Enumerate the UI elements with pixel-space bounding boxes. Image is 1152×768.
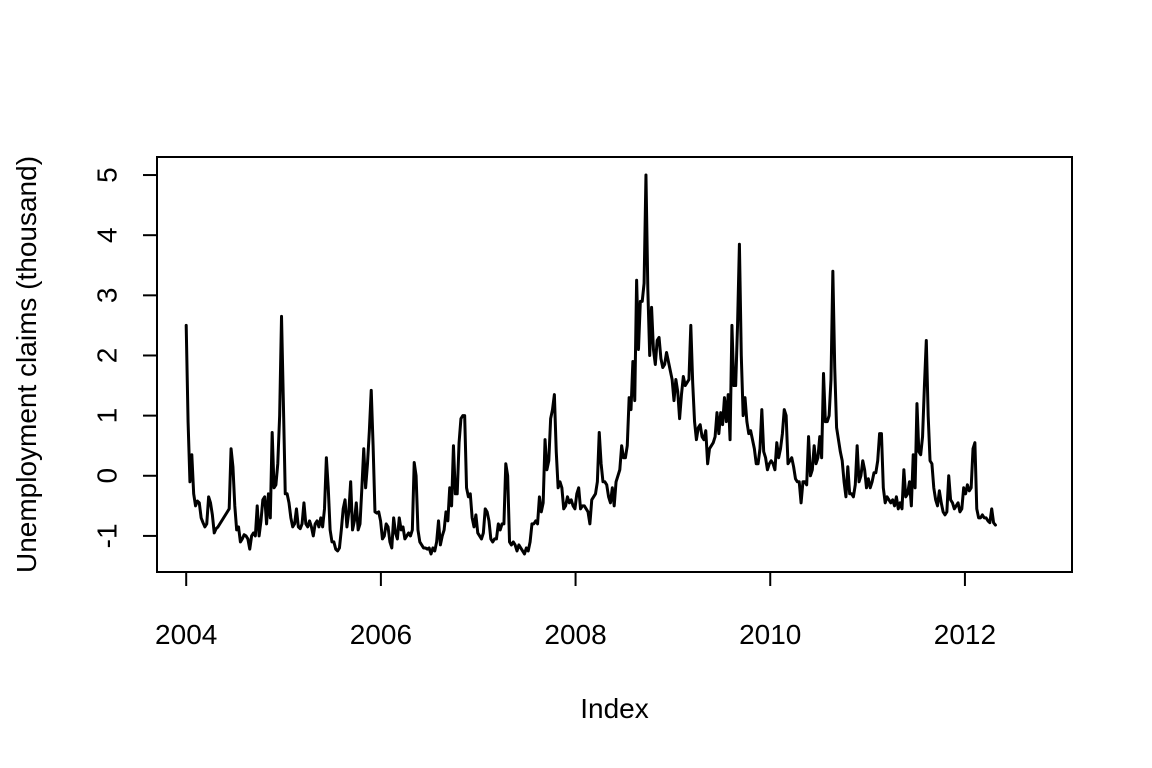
y-tick-label: -1	[91, 523, 122, 548]
x-tick-label: 2006	[350, 619, 412, 650]
x-tick-label: 2004	[155, 619, 217, 650]
y-tick-label: 3	[91, 288, 122, 304]
series-line	[184, 173, 997, 556]
x-axis: 2004 2006 2008 2010 2012	[155, 571, 996, 650]
y-axis: -1 0 1 2 3 4 5	[91, 167, 158, 548]
x-tick-label: 2010	[739, 619, 801, 650]
x-tick-label: 2008	[544, 619, 606, 650]
x-tick-label: 2012	[934, 619, 996, 650]
y-tick-label: 5	[91, 167, 122, 183]
y-tick-label: 4	[91, 227, 122, 243]
y-tick-label: 1	[91, 408, 122, 424]
y-tick-label: 0	[91, 468, 122, 484]
x-axis-label: Index	[580, 693, 649, 724]
y-axis-label: Unemployment claims (thousand)	[11, 156, 42, 573]
y-tick-label: 2	[91, 348, 122, 364]
